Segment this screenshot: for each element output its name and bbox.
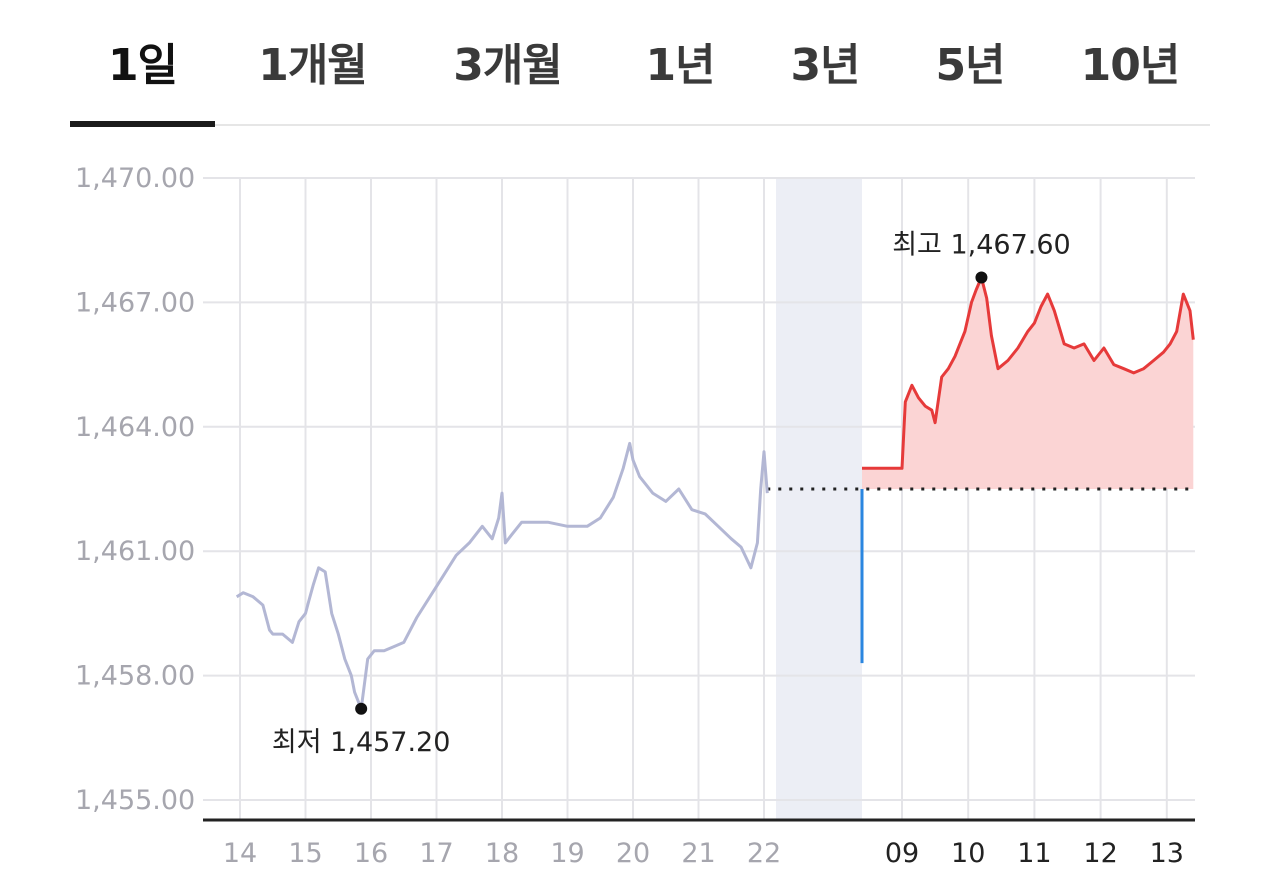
y-tick-label: 1,467.00	[75, 287, 195, 318]
tab-3-year[interactable]: 3년	[790, 40, 860, 91]
x-tick-label: 16	[354, 838, 388, 869]
today-series-line	[861, 276, 1195, 470]
x-tick-label: 11	[1017, 838, 1051, 869]
x-tick-label: 21	[681, 838, 715, 869]
tab-10-year[interactable]: 10년	[1080, 40, 1181, 91]
x-tick-label: 12	[1083, 838, 1117, 869]
today-area-fill	[862, 277, 1194, 489]
y-tick-label: 1,455.00	[75, 785, 195, 816]
x-tick-label: 10	[951, 838, 985, 869]
active-tab-indicator	[70, 121, 215, 127]
x-tick-label: 20	[616, 838, 650, 869]
tab-5-year[interactable]: 5년	[935, 40, 1005, 91]
x-tick-label: 15	[288, 838, 322, 869]
x-tick-label: 22	[747, 838, 781, 869]
y-tick-label: 1,458.00	[75, 661, 195, 692]
tab-1-day[interactable]: 1일	[107, 40, 178, 91]
x-tick-label: 13	[1150, 838, 1184, 869]
closed-market-band	[776, 178, 862, 820]
tab-divider	[70, 124, 1210, 126]
exchange-rate-chart: 1,455.00 1,458.00 1,461.00 1,464.00 1,467.00…	[75, 163, 1195, 869]
low-label: 최저 1,457.20	[272, 727, 451, 758]
tab-1-month[interactable]: 1개월	[258, 40, 368, 91]
y-tick-label: 1,470.00	[75, 163, 195, 194]
low-marker	[355, 702, 368, 715]
x-tick-label: 17	[419, 838, 453, 869]
x-tick-label: 18	[485, 838, 519, 869]
x-tick-label: 09	[885, 838, 919, 869]
high-marker	[975, 271, 988, 284]
period-tabs: 1일 1개월 3개월 1년 3년 5년 10년	[70, 0, 1210, 128]
high-label: 최고 1,467.60	[892, 230, 1071, 261]
y-tick-label: 1,461.00	[75, 536, 195, 567]
y-tick-label: 1,464.00	[75, 412, 195, 443]
x-tick-label: 19	[550, 838, 584, 869]
tab-1-year[interactable]: 1년	[645, 40, 715, 91]
x-tick-label: 14	[223, 838, 257, 869]
history-series-line	[235, 441, 769, 711]
tab-3-month[interactable]: 3개월	[453, 40, 563, 91]
